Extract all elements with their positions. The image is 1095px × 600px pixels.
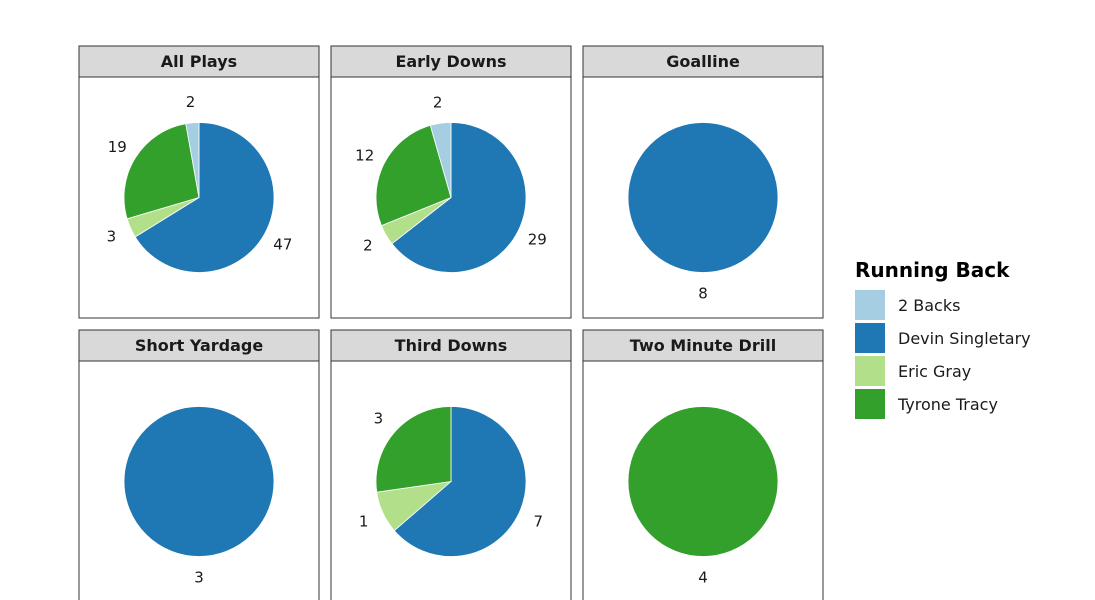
- slice-label-all-plays-eric-gray: 3: [107, 228, 117, 246]
- legend-label: Eric Gray: [898, 362, 971, 381]
- panel-title: Early Downs: [395, 52, 506, 71]
- panel-strip: [78, 45, 320, 78]
- panel-all-plays: All Plays 47 3 19 2: [78, 45, 320, 319]
- pie-slice-all-plays-tyrone-tracy: [123, 123, 200, 220]
- pie-slice-early-downs-devin-singletary: [391, 122, 527, 273]
- legend-item-tyrone-tracy: Tyrone Tracy: [855, 389, 998, 419]
- legend-swatch: [855, 389, 885, 419]
- panel-goalline: Goalline 8: [582, 45, 824, 319]
- pie-slice-all-plays-2-backs: [185, 122, 200, 198]
- slice-label-early-downs-eric-gray: 2: [363, 237, 373, 255]
- pie-slice-early-downs-tyrone-tracy: [375, 124, 452, 227]
- legend-swatch: [855, 290, 885, 320]
- slice-label-third-downs-tyrone-tracy: 3: [374, 410, 384, 428]
- legend-item-eric-gray: Eric Gray: [855, 356, 971, 386]
- legend: Running Back 2 Backs Devin Singletary Eric …: [855, 258, 1031, 419]
- panel-short-yardage: Short Yardage 3: [78, 329, 320, 600]
- legend-item-devin-singletary: Devin Singletary: [855, 323, 1031, 353]
- legend-label: 2 Backs: [898, 296, 960, 315]
- panel-strip: [582, 329, 824, 362]
- legend-label: Tyrone Tracy: [897, 395, 998, 414]
- legend-label: Devin Singletary: [898, 329, 1031, 348]
- pie-slice-two-minute-drill-tyrone-tracy: [627, 406, 779, 557]
- panel-two-minute-drill: Two Minute Drill 4: [582, 329, 824, 600]
- panel-strip: [78, 329, 320, 362]
- slice-label-short-yardage-devin-singletary: 3: [194, 569, 204, 587]
- legend-swatch: [855, 356, 885, 386]
- legend-title: Running Back: [855, 258, 1010, 282]
- slice-label-early-downs-devin-singletary: 29: [528, 231, 547, 249]
- slice-label-early-downs-tyrone-tracy: 12: [355, 146, 374, 164]
- panel-title: Short Yardage: [135, 336, 264, 355]
- slice-label-early-downs-2-backs: 2: [433, 93, 443, 111]
- slice-label-all-plays-tyrone-tracy: 19: [108, 138, 127, 156]
- panel-third-downs: Third Downs 7 1 3: [330, 329, 572, 600]
- panel-title: All Plays: [161, 52, 237, 71]
- pie-slice-early-downs-2-backs: [429, 122, 452, 198]
- legend-swatch: [855, 323, 885, 353]
- slice-label-third-downs-eric-gray: 1: [359, 512, 369, 530]
- pie-slice-short-yardage-devin-singletary: [123, 406, 275, 557]
- slice-label-all-plays-2-backs: 2: [186, 93, 196, 111]
- panel-early-downs: Early Downs 29 2 12 2: [330, 45, 572, 319]
- pie-slice-all-plays-devin-singletary: [134, 122, 275, 273]
- slice-label-all-plays-devin-singletary: 47: [273, 235, 292, 253]
- panel-title: Two Minute Drill: [630, 336, 776, 355]
- pie-slice-goalline-devin-singletary: [627, 122, 779, 273]
- pie-slice-third-downs-devin-singletary: [393, 406, 527, 557]
- slice-label-two-minute-drill-tyrone-tracy: 4: [698, 569, 708, 587]
- slice-label-third-downs-devin-singletary: 7: [534, 512, 544, 530]
- panel-strip: [582, 45, 824, 78]
- pie-slice-third-downs-tyrone-tracy: [375, 406, 452, 493]
- panel-title: Third Downs: [395, 336, 508, 355]
- legend-item-2-backs: 2 Backs: [855, 290, 960, 320]
- panel-title: Goalline: [666, 52, 740, 71]
- slice-label-goalline-devin-singletary: 8: [698, 285, 708, 303]
- panel-strip: [330, 329, 572, 362]
